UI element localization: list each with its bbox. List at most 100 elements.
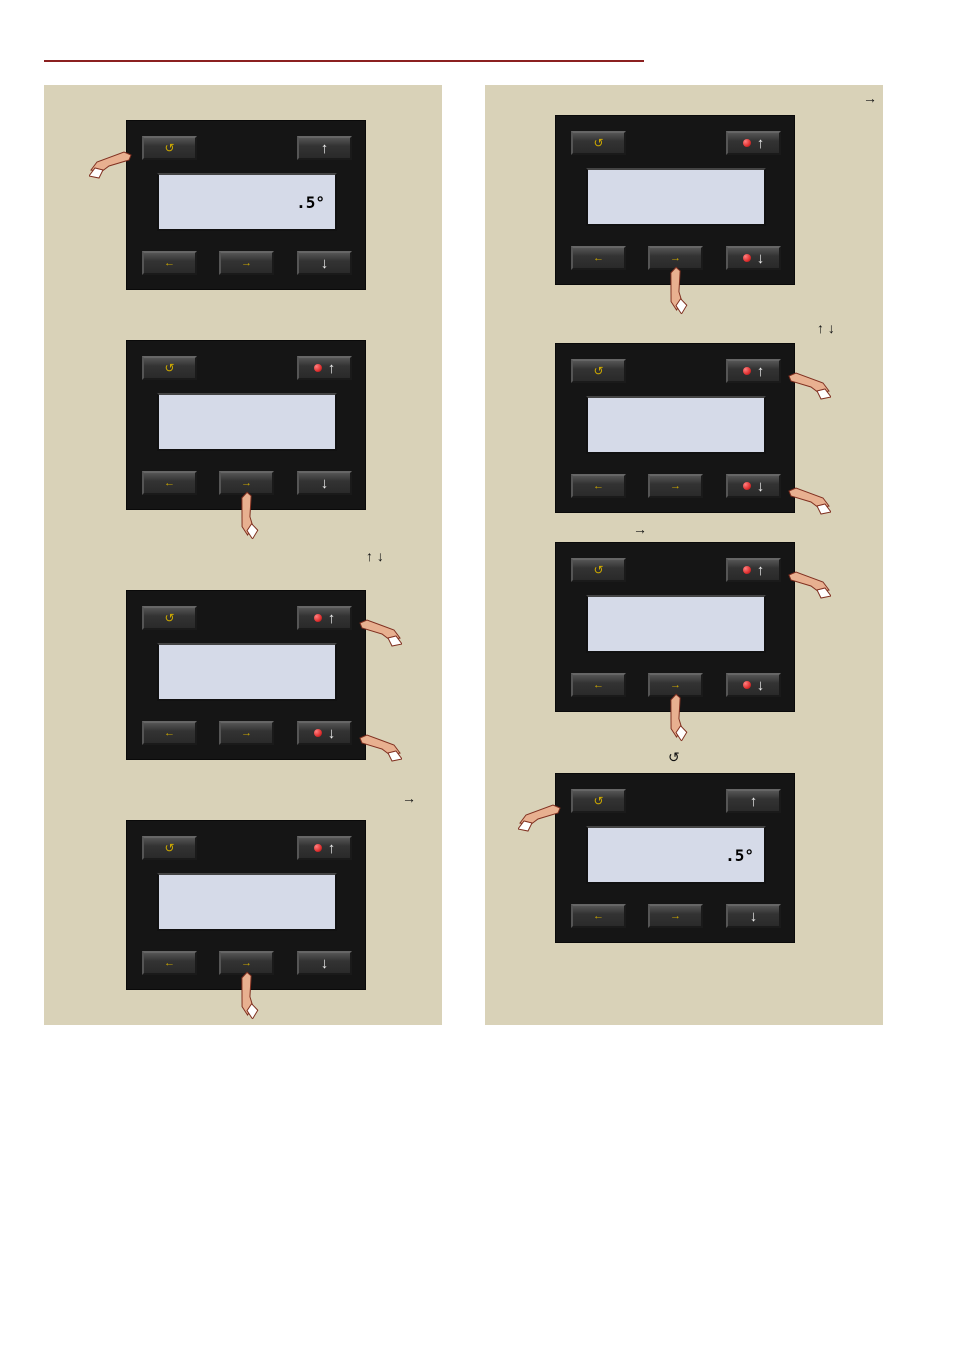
arrow-up-icon: ↑: [757, 563, 765, 578]
left-button[interactable]: ←: [142, 471, 197, 495]
refresh-button[interactable]: ↺: [142, 836, 197, 860]
arrow-up-icon: ↑: [328, 361, 336, 376]
header-rule: [44, 60, 644, 62]
arrow-left-icon: ←: [164, 727, 175, 739]
arrow-up-icon: ↑: [757, 136, 765, 151]
up-button[interactable]: ↑: [297, 356, 352, 380]
indicator-led: [743, 139, 751, 147]
caption-R2: ↑ ↓: [817, 320, 835, 336]
down-button[interactable]: ↓: [726, 474, 781, 498]
caption-R3: →: [633, 521, 647, 537]
down-button[interactable]: ↓: [726, 246, 781, 270]
caption-R4: ↺: [668, 749, 680, 766]
arrow-right-icon: →: [241, 257, 252, 269]
arrow-right-icon: →: [241, 727, 252, 739]
left-button[interactable]: ←: [571, 904, 626, 928]
up-button[interactable]: ↑: [297, 606, 352, 630]
up-button[interactable]: ↑: [726, 131, 781, 155]
arrow-down-icon: ↓: [321, 256, 329, 271]
up-button[interactable]: ↑: [726, 558, 781, 582]
refresh-button[interactable]: ↺: [571, 359, 626, 383]
arrow-down-icon: ↓: [757, 479, 765, 494]
right-button[interactable]: →: [648, 673, 703, 697]
arrow-left-icon: ←: [593, 252, 604, 264]
control-panel-L1: ↺ ↑ .5° ← → ↓: [126, 120, 366, 290]
up-button[interactable]: ↑: [297, 136, 352, 160]
left-button[interactable]: ←: [142, 721, 197, 745]
right-column: → ↺ ↑ ← → ↓ ↑ ↓ ↺ ↑ ← → ↓ → ↺ ↑ ← → ↓: [485, 85, 883, 1025]
refresh-button[interactable]: ↺: [571, 131, 626, 155]
arrow-left-icon: ←: [164, 477, 175, 489]
down-button[interactable]: ↓: [297, 721, 352, 745]
arrow-down-icon: ↓: [328, 726, 336, 741]
lcd-display: [586, 168, 766, 226]
refresh-icon: ↺: [593, 563, 603, 577]
down-button[interactable]: ↓: [297, 251, 352, 275]
right-button[interactable]: →: [219, 471, 274, 495]
arrow-down-icon: ↓: [321, 956, 329, 971]
lcd-display: [157, 643, 337, 701]
refresh-button[interactable]: ↺: [571, 789, 626, 813]
lcd-display: [157, 873, 337, 931]
lcd-display: .5°: [586, 826, 766, 884]
lcd-display: [157, 393, 337, 451]
down-button[interactable]: ↓: [297, 471, 352, 495]
arrow-up-icon: ↑: [328, 611, 336, 626]
left-button[interactable]: ←: [571, 474, 626, 498]
right-button[interactable]: →: [648, 904, 703, 928]
control-panel-R4: ↺ ↑ .5° ← → ↓: [555, 773, 795, 943]
control-panel-R2: ↺ ↑ ← → ↓: [555, 343, 795, 513]
indicator-led: [743, 367, 751, 375]
caption-L4: →: [402, 790, 416, 806]
indicator-led: [743, 482, 751, 490]
control-panel-L2: ↺ ↑ ← → ↓: [126, 340, 366, 510]
indicator-led: [743, 254, 751, 262]
lcd-display: .5°: [157, 173, 337, 231]
up-button[interactable]: ↑: [726, 359, 781, 383]
arrow-left-icon: ←: [164, 957, 175, 969]
left-button[interactable]: ←: [142, 951, 197, 975]
right-button[interactable]: →: [219, 721, 274, 745]
down-button[interactable]: ↓: [726, 904, 781, 928]
arrow-left-icon: ←: [593, 910, 604, 922]
control-panel-R3: ↺ ↑ ← → ↓: [555, 542, 795, 712]
arrow-left-icon: ←: [593, 480, 604, 492]
arrow-down-icon: ↓: [757, 251, 765, 266]
arrow-up-icon: ↑: [328, 841, 336, 856]
down-button[interactable]: ↓: [297, 951, 352, 975]
right-button[interactable]: →: [219, 951, 274, 975]
control-panel-L4: ↺ ↑ ← → ↓: [126, 820, 366, 990]
down-button[interactable]: ↓: [726, 673, 781, 697]
arrow-right-icon: →: [670, 480, 681, 492]
refresh-button[interactable]: ↺: [142, 606, 197, 630]
arrow-right-icon: →: [241, 957, 252, 969]
left-button[interactable]: ←: [571, 673, 626, 697]
control-panel-R1: ↺ ↑ ← → ↓: [555, 115, 795, 285]
refresh-icon: ↺: [593, 364, 603, 378]
refresh-icon: ↺: [164, 361, 174, 375]
caption-R1: →: [863, 90, 877, 106]
arrow-up-icon: ↑: [750, 794, 758, 809]
arrow-right-icon: →: [670, 252, 681, 264]
indicator-led: [743, 566, 751, 574]
up-button[interactable]: ↑: [726, 789, 781, 813]
refresh-button[interactable]: ↺: [142, 136, 197, 160]
indicator-led: [314, 729, 322, 737]
arrow-left-icon: ←: [164, 257, 175, 269]
arrow-up-icon: ↑: [321, 141, 329, 156]
refresh-icon: ↺: [164, 611, 174, 625]
arrow-right-icon: →: [241, 477, 252, 489]
up-button[interactable]: ↑: [297, 836, 352, 860]
right-button[interactable]: →: [219, 251, 274, 275]
left-column: ↺ ↑ .5° ← → ↓ ↺ ↑ ← → ↓ ↑ ↓ ↺ ↑ ← → ↓: [44, 85, 442, 1025]
control-panel-L3: ↺ ↑ ← → ↓: [126, 590, 366, 760]
arrow-down-icon: ↓: [321, 476, 329, 491]
refresh-button[interactable]: ↺: [142, 356, 197, 380]
left-button[interactable]: ←: [142, 251, 197, 275]
right-button[interactable]: →: [648, 474, 703, 498]
refresh-button[interactable]: ↺: [571, 558, 626, 582]
right-button[interactable]: →: [648, 246, 703, 270]
left-button[interactable]: ←: [571, 246, 626, 270]
arrow-right-icon: →: [670, 679, 681, 691]
arrow-left-icon: ←: [593, 679, 604, 691]
